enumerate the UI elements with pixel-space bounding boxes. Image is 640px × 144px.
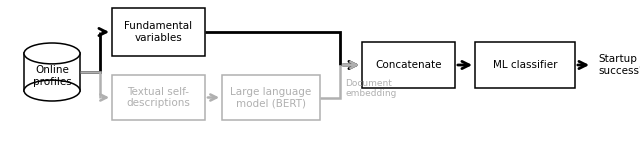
- Text: Online
profiles: Online profiles: [33, 65, 72, 87]
- Bar: [475, 42, 575, 88]
- Polygon shape: [24, 53, 80, 91]
- Text: ML classifier: ML classifier: [493, 60, 557, 70]
- Bar: [362, 42, 455, 88]
- Ellipse shape: [24, 43, 80, 64]
- Bar: [222, 75, 320, 120]
- Ellipse shape: [24, 80, 80, 101]
- Text: Textual self-
descriptions: Textual self- descriptions: [127, 87, 191, 108]
- Text: Large language
model (BERT): Large language model (BERT): [230, 87, 312, 108]
- Bar: [112, 75, 205, 120]
- Text: Concatenate: Concatenate: [375, 60, 442, 70]
- Text: Document
embedding: Document embedding: [345, 79, 396, 98]
- Text: Startup
success?: Startup success?: [598, 54, 640, 76]
- Bar: [112, 8, 205, 56]
- Text: Fundamental
variables: Fundamental variables: [124, 21, 193, 43]
